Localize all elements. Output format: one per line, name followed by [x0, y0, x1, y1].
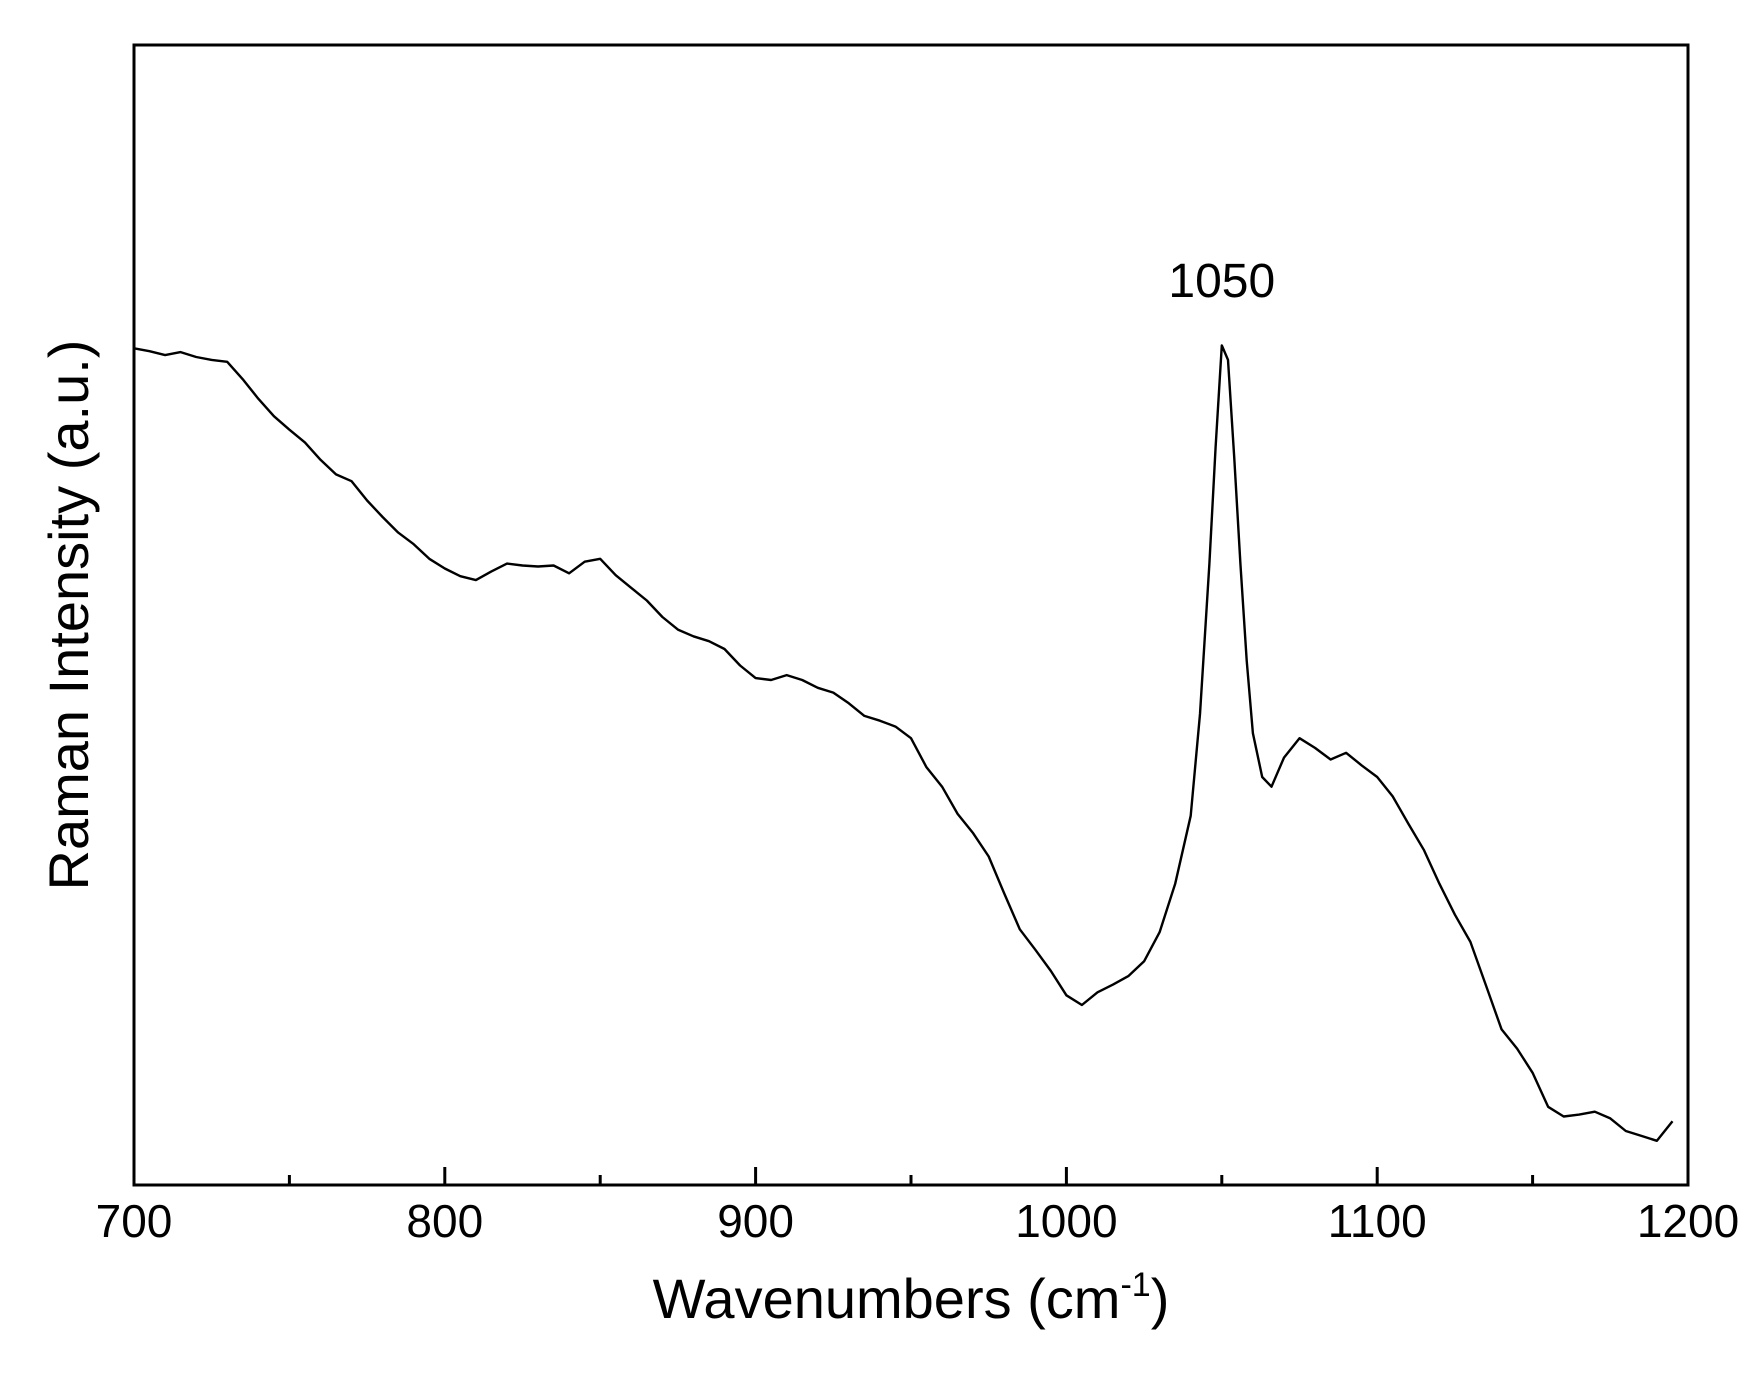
x-axis-tick-labels: 700 800 900 1000 1100 1200: [96, 1195, 1740, 1247]
x-axis-title: Wavenumbers (cm-1): [653, 1266, 1170, 1330]
x-axis-title-close: ): [1151, 1267, 1170, 1330]
plot-frame: [132, 43, 1690, 1187]
x-axis-title-superscript: -1: [1120, 1266, 1150, 1304]
x-tick-label: 1200: [1637, 1195, 1739, 1247]
x-tick-label: 700: [96, 1195, 173, 1247]
x-axis-ticks: [287, 1167, 1535, 1185]
x-tick-label: 900: [717, 1195, 794, 1247]
x-tick-label: 800: [406, 1195, 483, 1247]
x-tick-label: 1100: [1328, 1195, 1427, 1247]
spectrum-line: [133, 344, 1674, 1142]
y-axis-title: Raman Intensity (a.u.): [37, 340, 100, 891]
x-tick-label: 1000: [1015, 1195, 1117, 1247]
peak-annotation: 1050: [1168, 255, 1275, 308]
x-axis-title-main: Wavenumbers (cm: [653, 1267, 1121, 1330]
